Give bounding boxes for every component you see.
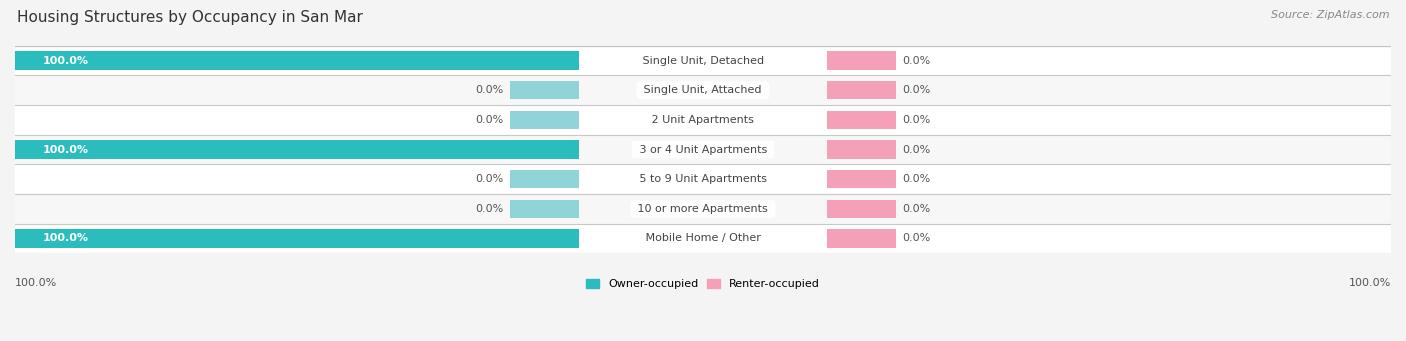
Text: Single Unit, Attached: Single Unit, Attached [641, 85, 765, 95]
Bar [827, 199, 896, 218]
Bar [15, 194, 1391, 224]
Text: 0.0%: 0.0% [903, 234, 931, 243]
Bar [15, 164, 1391, 194]
Bar [510, 170, 579, 188]
Bar [15, 140, 579, 159]
Text: 0.0%: 0.0% [475, 115, 503, 125]
Text: Housing Structures by Occupancy in San Mar: Housing Structures by Occupancy in San M… [17, 10, 363, 25]
Text: 0.0%: 0.0% [903, 115, 931, 125]
Text: 0.0%: 0.0% [903, 174, 931, 184]
Text: 100.0%: 100.0% [42, 56, 89, 65]
Text: 0.0%: 0.0% [903, 145, 931, 154]
Bar [510, 199, 579, 218]
Text: 0.0%: 0.0% [903, 85, 931, 95]
Bar [827, 110, 896, 129]
Text: Single Unit, Detached: Single Unit, Detached [638, 56, 768, 65]
Text: 100.0%: 100.0% [15, 278, 58, 288]
Text: 0.0%: 0.0% [475, 85, 503, 95]
Text: 10 or more Apartments: 10 or more Apartments [634, 204, 772, 214]
Bar [510, 81, 579, 99]
Bar [510, 110, 579, 129]
Bar [15, 105, 1391, 135]
Text: 100.0%: 100.0% [42, 145, 89, 154]
Text: 0.0%: 0.0% [475, 174, 503, 184]
Bar [15, 224, 1391, 253]
Text: 100.0%: 100.0% [42, 234, 89, 243]
Text: 5 to 9 Unit Apartments: 5 to 9 Unit Apartments [636, 174, 770, 184]
Bar [15, 46, 1391, 75]
Legend: Owner-occupied, Renter-occupied: Owner-occupied, Renter-occupied [581, 274, 825, 294]
Bar [827, 51, 896, 70]
Text: 100.0%: 100.0% [1348, 278, 1391, 288]
Bar [15, 135, 1391, 164]
Bar [827, 81, 896, 99]
Text: 2 Unit Apartments: 2 Unit Apartments [648, 115, 758, 125]
Text: Source: ZipAtlas.com: Source: ZipAtlas.com [1271, 10, 1389, 20]
Text: 0.0%: 0.0% [903, 56, 931, 65]
Text: 3 or 4 Unit Apartments: 3 or 4 Unit Apartments [636, 145, 770, 154]
Bar [827, 140, 896, 159]
Bar [15, 229, 579, 248]
Text: 0.0%: 0.0% [475, 204, 503, 214]
Text: 0.0%: 0.0% [903, 204, 931, 214]
Bar [15, 51, 579, 70]
Bar [827, 170, 896, 188]
Bar [827, 229, 896, 248]
Bar [15, 75, 1391, 105]
Text: Mobile Home / Other: Mobile Home / Other [641, 234, 765, 243]
